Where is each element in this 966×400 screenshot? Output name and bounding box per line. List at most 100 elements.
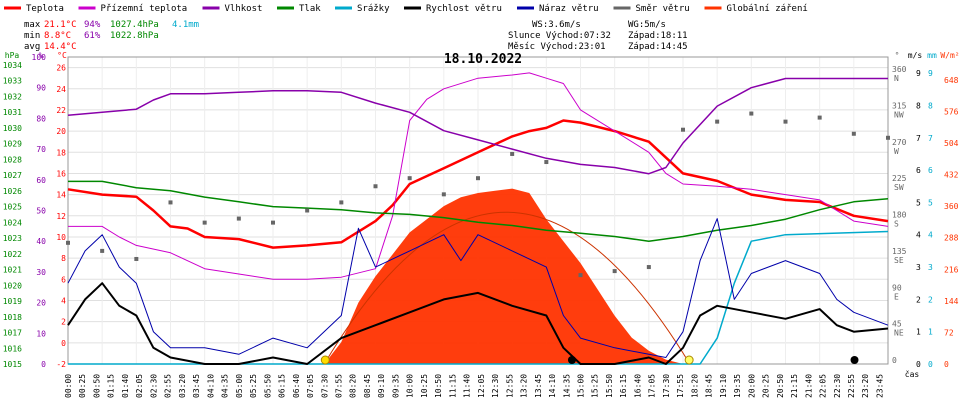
axis-tick-pct-9: 90 xyxy=(36,84,46,93)
axis-tick-time-20: 08:20 xyxy=(349,374,358,398)
axis-tick-time-15: 06:15 xyxy=(278,374,287,398)
axis-tick-time-4: 01:40 xyxy=(121,374,130,398)
axis-tick-hpa-4: 1019 xyxy=(3,297,22,306)
axis-tick-temp-3: 4 xyxy=(61,296,66,305)
axis-tick-ms-6: 6 xyxy=(916,166,921,175)
legend-label-1: Přízemní teplota xyxy=(101,4,188,14)
wind-dir-point-5 xyxy=(236,216,241,221)
axis-tick-time-23: 09:35 xyxy=(391,374,400,398)
wind-dir-point-1 xyxy=(100,248,105,253)
axis-tick-hpa-16: 1031 xyxy=(3,108,22,117)
grid xyxy=(67,56,889,365)
axis-tick-dirname-8: N xyxy=(894,74,899,83)
wind-dir-point-3 xyxy=(168,200,173,205)
series-globalni-zareni-max xyxy=(323,211,691,365)
axis-tick-hpa-17: 1032 xyxy=(3,92,22,101)
axis-unit-wm2: W/m² xyxy=(940,51,959,60)
legend-label-5: Rychlost větru xyxy=(426,4,502,14)
axis-tick-time-47: 19:35 xyxy=(733,374,742,398)
axis-tick-time-36: 15:00 xyxy=(577,374,586,398)
stat-max-hum: 94% xyxy=(84,20,101,30)
axis-tick-ms-2: 2 xyxy=(916,295,921,304)
moon-rise-info: Měsíc Východ:23:01 xyxy=(508,42,606,52)
axis-tick-hpa-3: 1018 xyxy=(3,313,22,322)
legend-label-0: Teplota xyxy=(26,4,64,14)
axis-tick-time-33: 13:45 xyxy=(534,374,543,398)
axis-tick-ms-7: 7 xyxy=(916,134,921,143)
wind-dir-point-16 xyxy=(612,269,617,274)
axis-tick-time-5: 02:05 xyxy=(135,374,144,398)
axis-tick-time-37: 15:25 xyxy=(591,374,600,398)
axis-tick-temp-1: 0 xyxy=(61,339,66,348)
axis-unit-time: čas xyxy=(905,369,920,379)
axis-tick-dirname-1: NE xyxy=(894,329,904,338)
series-globalni-zareni xyxy=(324,188,683,364)
axis-tick-temp-0: -2 xyxy=(56,360,66,369)
wind-dir-point-2 xyxy=(134,256,139,261)
axis-tick-time-53: 22:05 xyxy=(819,374,828,398)
axis-tick-time-28: 11:40 xyxy=(463,374,472,398)
axis-tick-dir-8: 360 xyxy=(892,65,907,74)
wind-dir-point-24 xyxy=(886,135,890,140)
wind-dir-point-21 xyxy=(783,119,788,124)
axis-tick-pct-10: 100 xyxy=(32,53,47,62)
axis-tick-time-21: 08:45 xyxy=(363,374,372,398)
axis-tick-temp-12: 22 xyxy=(56,106,66,115)
axis-tick-time-14: 05:50 xyxy=(263,374,272,398)
axis-tick-ms-1: 1 xyxy=(916,328,921,337)
axis-tick-dir-6: 270 xyxy=(892,138,907,147)
axis-tick-wm2-4: 288 xyxy=(944,234,959,243)
axis-tick-ms-8: 8 xyxy=(916,101,921,110)
axis-tick-time-34: 14:10 xyxy=(548,374,557,398)
axis-tick-dir-5: 225 xyxy=(892,174,907,183)
axis-tick-time-1: 00:25 xyxy=(78,374,87,398)
axis-tick-time-42: 17:30 xyxy=(662,374,671,398)
axis-tick-time-48: 20:00 xyxy=(747,374,756,398)
axis-tick-temp-2: 2 xyxy=(61,318,66,327)
axis-tick-mm-7: 7 xyxy=(928,134,933,143)
stat-avg-label: avg xyxy=(24,42,40,52)
wind-gust-info: WG:5m/s xyxy=(628,20,666,30)
axis-tick-wm2-3: 216 xyxy=(944,265,959,274)
axis-tick-hpa-7: 1022 xyxy=(3,250,22,259)
axis-tick-time-35: 14:35 xyxy=(562,374,571,398)
legend-label-2: Vlhkost xyxy=(225,4,263,14)
axis-tick-hpa-9: 1024 xyxy=(3,218,22,227)
axis-tick-pct-7: 70 xyxy=(36,145,46,154)
wind-speed-info: WS:3.6m/s xyxy=(532,20,581,30)
axis-tick-dir-1: 45 xyxy=(892,320,902,329)
legend-label-8: Globální záření xyxy=(727,4,808,14)
axis-tick-time-32: 13:20 xyxy=(520,374,529,398)
wind-dir-point-10 xyxy=(407,176,412,181)
axis-tick-hpa-18: 1033 xyxy=(3,77,22,86)
axis-tick-dir-2: 90 xyxy=(892,283,902,292)
axis-tick-dirname-3: SE xyxy=(894,256,904,265)
axis-tick-mm-4: 4 xyxy=(928,231,933,240)
axis-tick-time-6: 02:30 xyxy=(149,374,158,398)
axis-tick-hpa-14: 1029 xyxy=(3,140,22,149)
axis-tick-time-49: 20:25 xyxy=(762,374,771,398)
axis-unit-hpa: hPa xyxy=(5,51,20,60)
axis-unit-dir: ° xyxy=(895,51,900,60)
chart-title: 18.10.2022 xyxy=(444,52,522,67)
series-teplota xyxy=(67,119,889,249)
axis-tick-wm2-6: 432 xyxy=(944,171,959,180)
axis-tick-time-40: 16:40 xyxy=(633,374,642,398)
axis-tick-time-45: 18:45 xyxy=(705,374,714,398)
wind-dir-point-22 xyxy=(817,115,822,120)
stat-max-press: 1027.4hPa xyxy=(110,20,159,30)
axis-tick-dirname-2: E xyxy=(894,292,899,301)
axis-tick-pct-8: 80 xyxy=(36,114,46,123)
axis-tick-hpa-12: 1027 xyxy=(3,171,22,180)
axis-tick-ms-0: 0 xyxy=(916,360,921,369)
axis-tick-time-39: 16:15 xyxy=(619,374,628,398)
axis-tick-hpa-15: 1030 xyxy=(3,124,22,133)
wind-dir-point-12 xyxy=(476,176,480,181)
axis-tick-time-57: 23:45 xyxy=(875,374,884,398)
sunset-marker xyxy=(684,355,694,365)
wind-dir-point-17 xyxy=(646,265,651,270)
legend-label-3: Tlak xyxy=(299,4,321,14)
axis-tick-time-3: 01:15 xyxy=(107,374,116,398)
wind-dir-point-14 xyxy=(544,160,549,165)
